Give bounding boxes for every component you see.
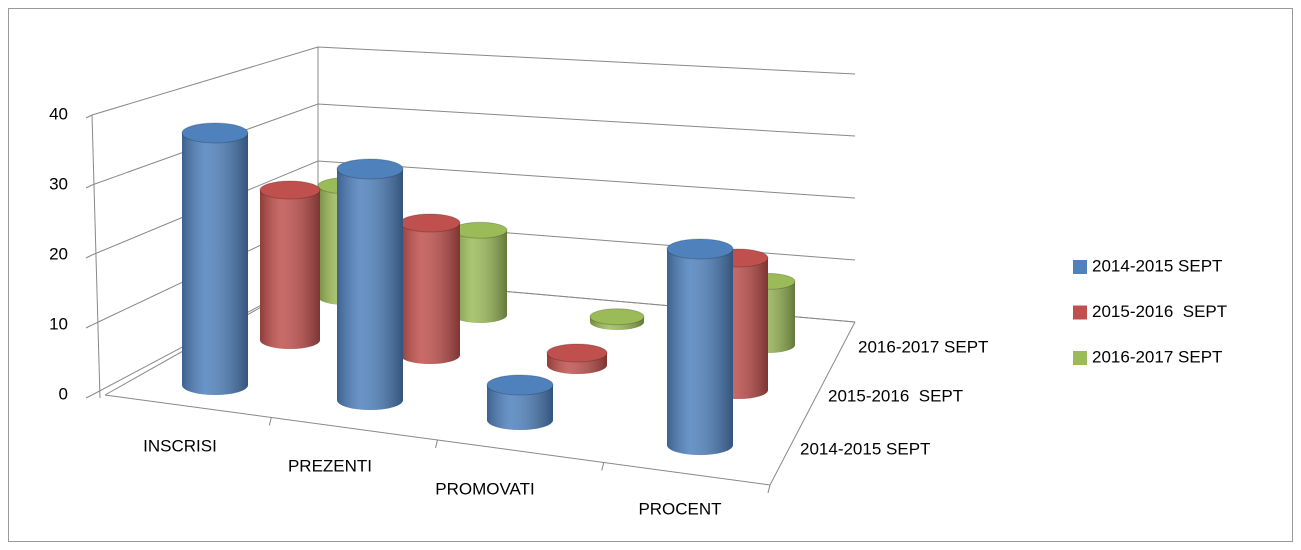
grid-line xyxy=(91,46,856,116)
legend-label: 2014-2015 SEPT xyxy=(1092,256,1222,275)
cylinder xyxy=(259,180,321,349)
cylinder-shade xyxy=(337,169,403,410)
legend-swatch xyxy=(1073,260,1087,274)
cylinder-top xyxy=(546,343,608,363)
cylinder xyxy=(336,158,404,410)
cylinder xyxy=(666,238,734,455)
cylinder-top xyxy=(486,374,554,396)
series-axis-label: 2016-2017 SEPT xyxy=(858,337,988,356)
y-tick xyxy=(85,254,93,259)
x-tick-label: PROCENT xyxy=(638,499,721,518)
cylinder-shade xyxy=(487,385,553,430)
cylinder-top xyxy=(399,213,461,233)
x-tick-label: INSCRISI xyxy=(143,436,217,455)
grid-line xyxy=(91,160,856,256)
legend-label: 2015-2016 SEPT xyxy=(1092,302,1227,321)
y-tick xyxy=(85,324,93,329)
y-tick-label: 30 xyxy=(49,174,68,193)
value-axis xyxy=(91,114,101,399)
cylinder xyxy=(546,343,608,374)
grid-line xyxy=(91,103,856,186)
cylinder-shade xyxy=(667,249,733,455)
legend-label: 2016-2017 SEPT xyxy=(1092,347,1222,366)
x-tick xyxy=(767,484,771,494)
cylinder-shade xyxy=(260,190,320,349)
cylinder-shade xyxy=(400,223,460,364)
series-axis-label: 2014-2015 SEPT xyxy=(800,439,930,458)
x-tick-label: PROMOVATI xyxy=(435,479,535,498)
cylinder-shade xyxy=(182,133,248,395)
x-tick xyxy=(435,439,438,449)
cylinder xyxy=(452,221,508,323)
y-tick-label: 40 xyxy=(49,104,68,123)
cylinder-top xyxy=(589,308,645,326)
y-tick-label: 0 xyxy=(59,384,68,403)
cylinder xyxy=(399,213,461,364)
series-axis xyxy=(769,321,856,486)
y-tick xyxy=(85,394,93,399)
cylinder-top xyxy=(181,122,249,144)
cylinder xyxy=(181,122,249,395)
cylinder-top xyxy=(452,221,508,239)
x-tick xyxy=(601,462,605,471)
y-tick-label: 10 xyxy=(49,314,68,333)
x-tick-label: PREZENTI xyxy=(288,456,372,475)
cylinder-top xyxy=(259,180,321,200)
x-tick xyxy=(268,417,272,426)
cylinder xyxy=(486,374,554,430)
legend-swatch xyxy=(1073,351,1087,365)
cylinder xyxy=(589,308,645,330)
y-tick xyxy=(85,114,93,119)
series-axis-label: 2015-2016 SEPT xyxy=(828,386,963,405)
cylinder-top xyxy=(666,238,734,260)
y-tick-label: 20 xyxy=(49,244,68,263)
cylinder-top xyxy=(336,158,404,180)
cylinder-shade xyxy=(453,230,507,323)
legend-swatch xyxy=(1073,305,1087,320)
y-tick xyxy=(85,184,93,189)
